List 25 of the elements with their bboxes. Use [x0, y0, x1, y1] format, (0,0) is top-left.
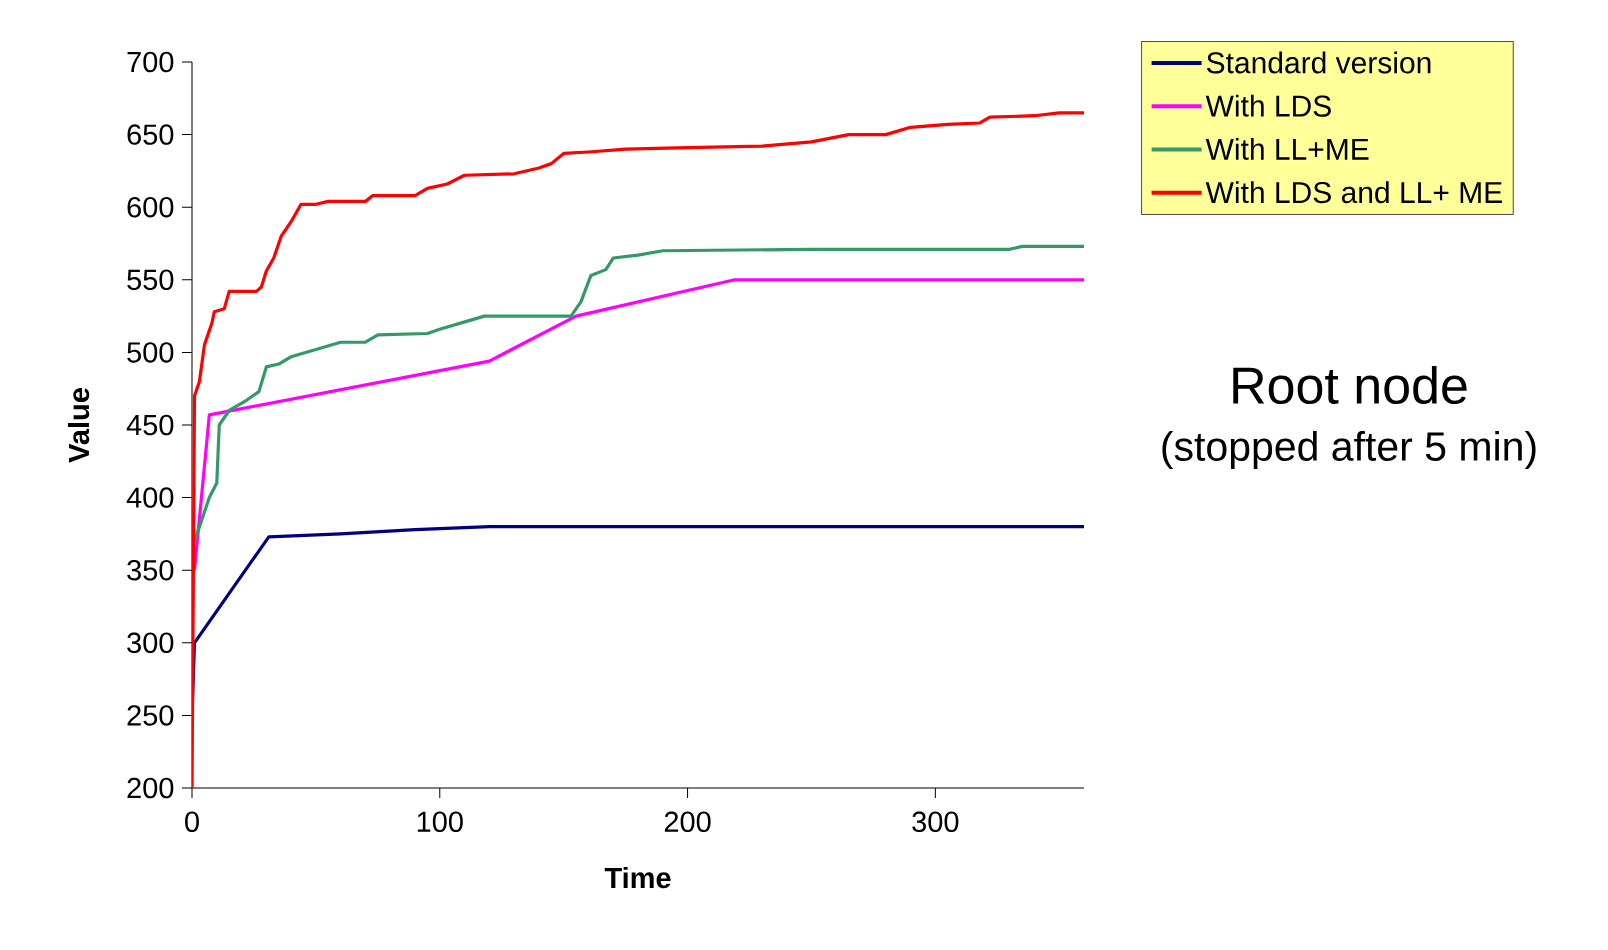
x-tick-label: 100 [417, 811, 463, 833]
x-tick-label: 300 [912, 811, 959, 833]
y-tick-label: 250 [127, 705, 174, 726]
line-series [192, 244, 1085, 543]
y-tick-label: 500 [127, 342, 174, 363]
legend-label: With LL+ME [1205, 137, 1369, 160]
y-axis-title: Value [67, 388, 90, 463]
y-tick-label: 300 [127, 632, 174, 654]
y-tick-label: 550 [127, 269, 174, 291]
y-tick-label: 700 [127, 51, 174, 73]
legend-label: With LDS and LL+ ME [1205, 181, 1502, 204]
x-tick-label: 200 [664, 811, 711, 833]
legend-label: Standard version [1206, 51, 1431, 74]
y-tick-label: 450 [126, 414, 174, 436]
line-series [192, 278, 1085, 572]
x-tick-label: 0 [185, 811, 199, 833]
y-tick-label: 400 [126, 487, 174, 508]
y-tick-label: 650 [127, 124, 174, 145]
x-axis-title: Time [604, 866, 671, 889]
y-tick-label: 200 [127, 777, 174, 799]
y-tick-label: 600 [127, 196, 174, 218]
legend-label: With LDS [1205, 94, 1331, 117]
text: (stopped after 5 min) [1162, 430, 1536, 470]
y-tick-label: 350 [127, 559, 174, 581]
text: Root node [1233, 365, 1467, 405]
